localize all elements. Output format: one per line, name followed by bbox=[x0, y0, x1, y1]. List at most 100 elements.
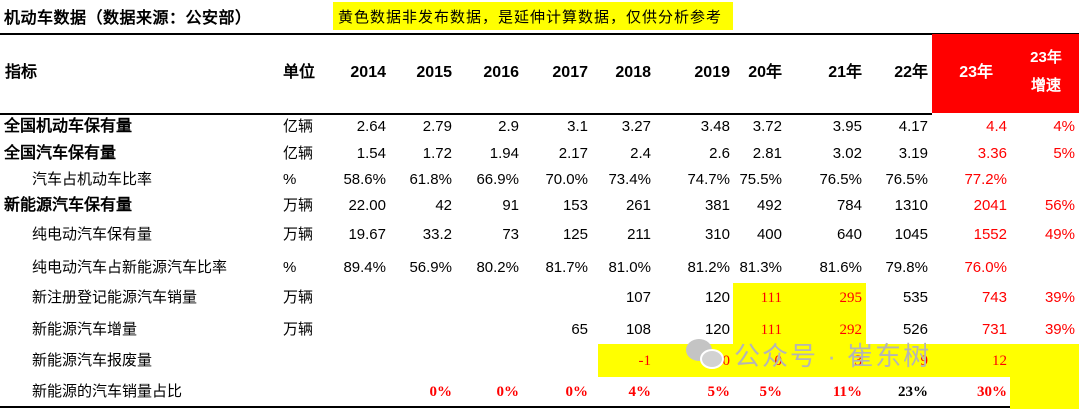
row-label: 全国机动车保有量 bbox=[4, 118, 133, 135]
table-cell: 81.0% bbox=[608, 259, 651, 276]
year-header: 2017 bbox=[552, 64, 588, 81]
table-cell: 535 bbox=[902, 289, 928, 306]
table-cell: 1552 bbox=[973, 226, 1007, 243]
highlight-block-estimates bbox=[733, 283, 866, 377]
table-cell: 153 bbox=[562, 197, 588, 214]
table-cell: 65 bbox=[571, 321, 588, 338]
table-cell: -1 bbox=[638, 353, 652, 369]
table-cell: 3.95 bbox=[832, 118, 862, 135]
row-unit: 万辆 bbox=[283, 321, 314, 338]
table-cell: 1.72 bbox=[422, 145, 452, 162]
row-label: 纯电动汽车保有量 bbox=[32, 226, 153, 243]
table-cell: 0 bbox=[774, 353, 783, 369]
table-cell: 66.9% bbox=[476, 171, 519, 188]
year-header: 2016 bbox=[483, 64, 519, 81]
table-cell: 3.72 bbox=[752, 118, 782, 135]
year-header: 2019 bbox=[694, 64, 730, 81]
row-unit: 万辆 bbox=[283, 226, 314, 243]
table-cell: 3.1 bbox=[567, 118, 588, 135]
table-cell: 75.5% bbox=[739, 171, 782, 188]
table-cell: 2.79 bbox=[422, 118, 452, 135]
header-indicator: 指标 bbox=[5, 64, 38, 81]
table-cell: 79.8% bbox=[885, 259, 928, 276]
growth-cell: 49% bbox=[1044, 226, 1075, 243]
table-cell: 73 bbox=[502, 226, 519, 243]
growth-cell: 56% bbox=[1044, 197, 1075, 214]
table-cell: 107 bbox=[625, 289, 651, 306]
table-cell: 1.94 bbox=[489, 145, 519, 162]
table-cell: 0 bbox=[722, 353, 731, 369]
year-header: 20年 bbox=[748, 64, 782, 81]
growth-cell: 39% bbox=[1044, 321, 1075, 338]
table-cell: 76.5% bbox=[885, 171, 928, 188]
row-label: 新注册登记能源汽车销量 bbox=[32, 289, 198, 306]
year-header: 2018 bbox=[615, 64, 651, 81]
table-cell: 2.81 bbox=[752, 145, 782, 162]
table-cell: 58.6% bbox=[343, 171, 386, 188]
table-cell: 211 bbox=[627, 226, 651, 243]
current-year-header-bg bbox=[932, 34, 1079, 113]
year-header: 23年 bbox=[959, 64, 993, 81]
year-header: 21年 bbox=[828, 64, 862, 81]
note-highlight bbox=[333, 2, 733, 30]
table-cell: 492 bbox=[756, 197, 782, 214]
row-label: 汽车占机动车比率 bbox=[32, 171, 153, 188]
table-cell: 81.7% bbox=[545, 259, 588, 276]
table-cell: 292 bbox=[839, 322, 863, 338]
bottom-rule bbox=[0, 406, 1010, 408]
table-cell: 640 bbox=[836, 226, 862, 243]
wechat-icon bbox=[686, 338, 724, 371]
highlight-block-scrap-right bbox=[866, 344, 1079, 377]
table-cell: 111 bbox=[760, 290, 782, 306]
table-cell: 743 bbox=[981, 289, 1007, 306]
table-cell: 400 bbox=[756, 226, 782, 243]
year-header: 22年 bbox=[894, 64, 928, 81]
table-cell: 0% bbox=[496, 384, 520, 400]
header-growth-line1: 23年 bbox=[1030, 49, 1062, 66]
table-cell: 80.2% bbox=[476, 259, 519, 276]
table-cell: 120 bbox=[704, 289, 730, 306]
table-cell: 22.00 bbox=[348, 197, 386, 214]
table-cell: 526 bbox=[902, 321, 928, 338]
table-cell: 33.2 bbox=[422, 226, 452, 243]
table-cell: 111 bbox=[760, 322, 782, 338]
table-cell: 12 bbox=[992, 353, 1007, 369]
table-cell: 0% bbox=[429, 384, 453, 400]
table-cell: 310 bbox=[704, 226, 730, 243]
table-cell: 4.4 bbox=[986, 118, 1007, 135]
table-cell: 3.27 bbox=[621, 118, 651, 135]
page-title: 机动车数据（数据来源：公安部） bbox=[4, 10, 252, 27]
table-cell: 77.2% bbox=[964, 171, 1007, 188]
table-cell: 2.9 bbox=[498, 118, 519, 135]
growth-cell: 5% bbox=[1053, 145, 1075, 162]
row-unit: 万辆 bbox=[283, 289, 314, 306]
note-text: 黄色数据非发布数据，是延伸计算数据，仅供分析参考 bbox=[338, 8, 723, 26]
row-label: 新能源汽车增量 bbox=[32, 321, 138, 338]
table-cell: 56.9% bbox=[409, 259, 452, 276]
table-cell: 1.54 bbox=[356, 145, 386, 162]
table-cell: 2.4 bbox=[630, 145, 651, 162]
table-cell: 3.48 bbox=[700, 118, 730, 135]
row-label: 纯电动汽车占新能源汽车比率 bbox=[32, 259, 228, 276]
watermark: 公众号 · 崔东树 bbox=[686, 336, 931, 373]
table-cell: 81.6% bbox=[819, 259, 862, 276]
growth-cell: 39% bbox=[1044, 289, 1075, 306]
table-cell: 3 bbox=[854, 353, 863, 369]
table-cell: 30% bbox=[977, 384, 1007, 400]
header-rule bbox=[0, 113, 932, 115]
year-header: 2014 bbox=[350, 64, 386, 81]
table-cell: 108 bbox=[625, 321, 651, 338]
row-unit: % bbox=[283, 259, 297, 276]
highlight-block-share bbox=[1010, 377, 1079, 409]
table-cell: 91 bbox=[502, 197, 519, 214]
table-cell: 42 bbox=[435, 197, 452, 214]
table-cell: 73.4% bbox=[608, 171, 651, 188]
table-cell: 76.5% bbox=[819, 171, 862, 188]
table-cell: 3.19 bbox=[898, 145, 928, 162]
table-cell: 125 bbox=[562, 226, 588, 243]
table-cell: 2.6 bbox=[709, 145, 730, 162]
table-cell: 120 bbox=[704, 321, 730, 338]
row-unit: 亿辆 bbox=[283, 145, 314, 162]
row-label: 新能源的汽车销量占比 bbox=[32, 383, 183, 400]
table-cell: 5% bbox=[759, 384, 783, 400]
